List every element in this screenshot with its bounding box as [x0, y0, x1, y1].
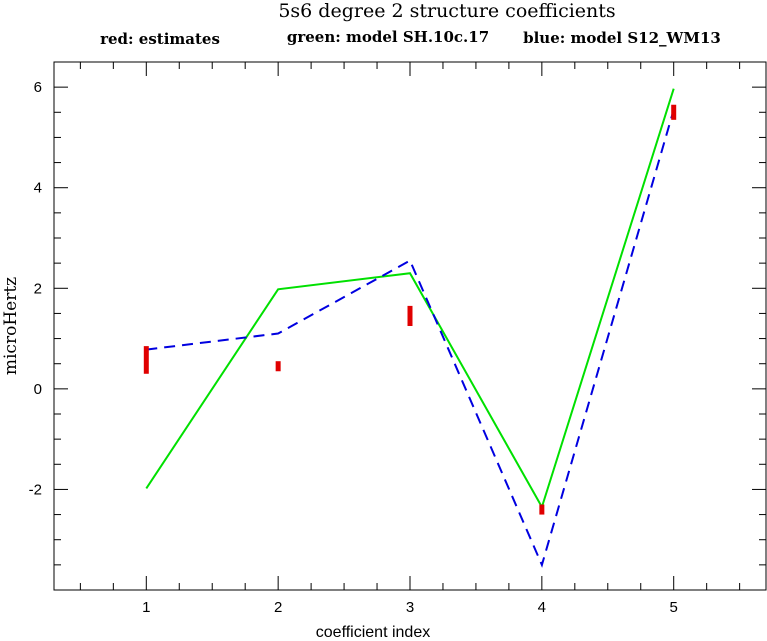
x-tick-label: 5 [670, 599, 678, 616]
legend-entry-green-model: green: model SH.10c.17 [287, 28, 489, 46]
x-tick-label: 4 [538, 599, 546, 616]
y-tick-label: 2 [34, 280, 42, 297]
marks [143, 88, 677, 568]
y-tick-label: -2 [29, 481, 42, 498]
x-tick-label: 3 [406, 599, 414, 616]
x-tick-label: 2 [274, 599, 282, 616]
y-axis-label: microHertz [1, 277, 21, 375]
legend-entry-estimates: red: estimates [100, 30, 220, 48]
legend-entry-blue-model: blue: model S12_WM13 [523, 29, 721, 47]
axes: 1 2 3 4 5 -2 0 2 4 6 [29, 61, 766, 616]
y-tick-label: 0 [34, 381, 42, 398]
x-tick-label: 1 [142, 599, 150, 616]
x-axis-label: coefficient index [316, 624, 430, 641]
y-tick-label: 6 [34, 79, 42, 96]
chart-title: 5s6 degree 2 structure coefficients [278, 0, 615, 22]
y-tick-label: 4 [34, 180, 42, 197]
series-line-green-model [145, 88, 675, 510]
